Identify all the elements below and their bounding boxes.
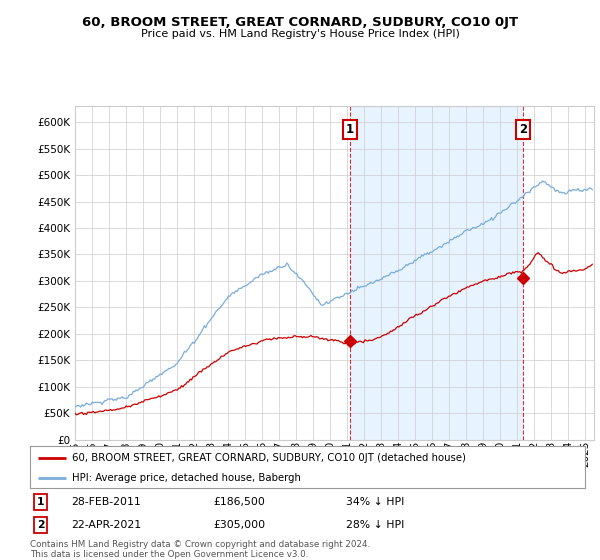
Text: 1: 1: [37, 497, 44, 507]
Text: 2: 2: [518, 123, 527, 136]
Text: Price paid vs. HM Land Registry's House Price Index (HPI): Price paid vs. HM Land Registry's House …: [140, 29, 460, 39]
Text: HPI: Average price, detached house, Babergh: HPI: Average price, detached house, Babe…: [71, 473, 301, 483]
Text: £305,000: £305,000: [213, 520, 265, 530]
Text: 60, BROOM STREET, GREAT CORNARD, SUDBURY, CO10 0JT (detached house): 60, BROOM STREET, GREAT CORNARD, SUDBURY…: [71, 452, 466, 463]
Text: 28-FEB-2011: 28-FEB-2011: [71, 497, 142, 507]
Text: £186,500: £186,500: [213, 497, 265, 507]
Text: 22-APR-2021: 22-APR-2021: [71, 520, 142, 530]
Text: 60, BROOM STREET, GREAT CORNARD, SUDBURY, CO10 0JT: 60, BROOM STREET, GREAT CORNARD, SUDBURY…: [82, 16, 518, 29]
Text: 34% ↓ HPI: 34% ↓ HPI: [346, 497, 405, 507]
Text: 1: 1: [346, 123, 354, 136]
Text: 2: 2: [37, 520, 44, 530]
Bar: [350, 106, 523, 440]
Text: 28% ↓ HPI: 28% ↓ HPI: [346, 520, 405, 530]
Text: Contains HM Land Registry data © Crown copyright and database right 2024.
This d: Contains HM Land Registry data © Crown c…: [30, 540, 370, 559]
